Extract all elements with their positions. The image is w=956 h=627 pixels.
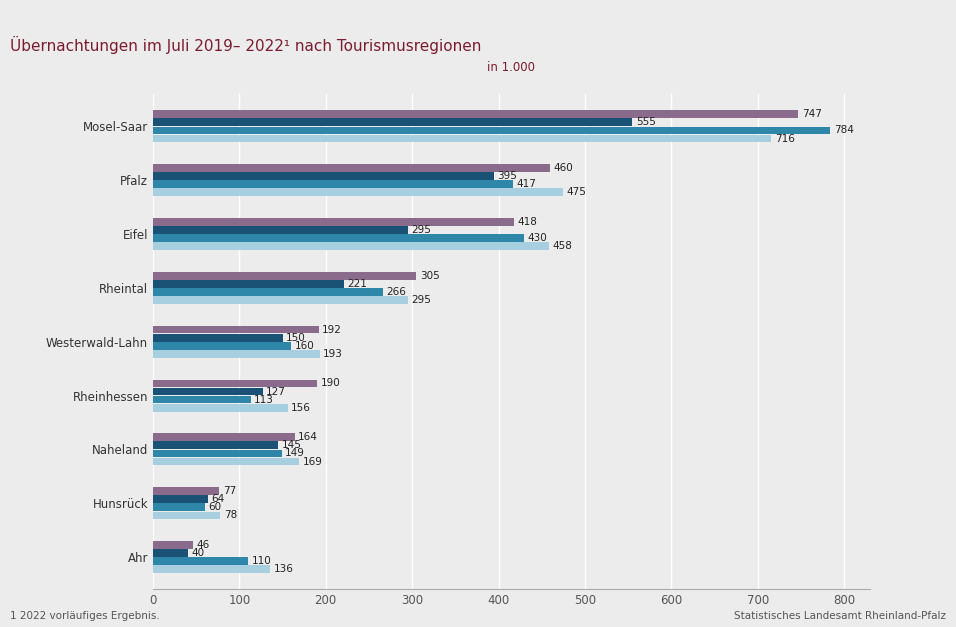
Bar [153, 334, 283, 342]
Text: 221: 221 [347, 279, 367, 289]
Bar [153, 189, 563, 196]
Bar [153, 280, 344, 288]
Bar [153, 272, 417, 280]
Text: 164: 164 [298, 432, 318, 442]
Text: 192: 192 [322, 325, 342, 335]
Text: 460: 460 [554, 163, 574, 173]
Bar [153, 135, 771, 142]
Bar [153, 396, 250, 403]
Text: 160: 160 [294, 340, 315, 350]
Text: 78: 78 [224, 510, 237, 520]
Text: 784: 784 [834, 125, 854, 135]
Text: 64: 64 [211, 494, 225, 504]
Bar [153, 495, 208, 503]
Bar [153, 487, 220, 495]
Text: 150: 150 [286, 333, 306, 343]
Text: 156: 156 [292, 403, 311, 413]
Text: 266: 266 [386, 287, 406, 297]
Bar [153, 387, 263, 396]
Text: Statistisches Landesamt Rheinland-Pfalz: Statistisches Landesamt Rheinland-Pfalz [734, 611, 946, 621]
Bar [153, 119, 633, 126]
Bar [153, 404, 288, 411]
Text: 418: 418 [517, 217, 537, 227]
Bar [153, 234, 525, 242]
Text: 149: 149 [285, 448, 305, 458]
Bar [153, 172, 494, 180]
Bar [153, 325, 318, 334]
Bar [153, 127, 830, 134]
Text: 77: 77 [223, 486, 236, 496]
Text: 395: 395 [498, 171, 517, 181]
Text: 458: 458 [552, 241, 572, 251]
Bar [153, 450, 282, 457]
Bar [153, 110, 798, 118]
Bar [153, 512, 220, 519]
Bar [153, 288, 382, 296]
Text: Übernachtungen im Juli 2019– 2022¹ nach Tourismusregionen: Übernachtungen im Juli 2019– 2022¹ nach … [10, 36, 481, 54]
Text: 190: 190 [320, 379, 340, 388]
Bar [153, 458, 299, 465]
Bar [153, 164, 551, 172]
Text: 60: 60 [208, 502, 222, 512]
Text: 295: 295 [411, 225, 431, 235]
Bar [153, 433, 294, 441]
Bar [153, 557, 248, 565]
Text: 1 2022 vorläufiges Ergebnis.: 1 2022 vorläufiges Ergebnis. [10, 611, 160, 621]
Bar [153, 243, 549, 250]
Text: 747: 747 [802, 109, 821, 119]
Bar [153, 541, 193, 549]
Text: 136: 136 [274, 564, 293, 574]
Text: 110: 110 [251, 556, 272, 566]
Text: 475: 475 [567, 187, 587, 198]
Bar [153, 181, 513, 188]
Text: 555: 555 [636, 117, 656, 127]
Bar [153, 549, 187, 557]
Text: 127: 127 [266, 386, 286, 396]
Bar [153, 350, 319, 358]
Text: 716: 716 [775, 134, 794, 144]
Bar [153, 218, 514, 226]
Text: 40: 40 [191, 548, 204, 558]
Bar [153, 226, 408, 234]
Text: 430: 430 [528, 233, 548, 243]
Bar [153, 566, 271, 573]
Text: in 1.000: in 1.000 [488, 61, 535, 74]
Bar [153, 503, 205, 511]
Text: 305: 305 [420, 271, 440, 281]
Bar [153, 296, 408, 304]
Bar [153, 342, 292, 350]
Text: 46: 46 [196, 540, 209, 550]
Text: 145: 145 [282, 440, 301, 450]
Bar [153, 379, 317, 387]
Text: 193: 193 [323, 349, 343, 359]
Bar [153, 441, 278, 449]
Text: 295: 295 [411, 295, 431, 305]
Text: 113: 113 [254, 394, 274, 404]
Text: 169: 169 [302, 456, 322, 466]
Text: 417: 417 [516, 179, 536, 189]
